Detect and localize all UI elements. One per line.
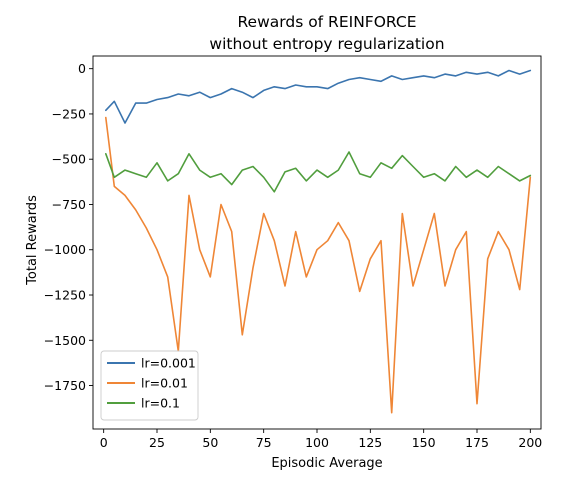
legend-label: lr=0.01 bbox=[141, 376, 188, 391]
series-line-3 bbox=[105, 151, 532, 193]
x-tick-label: 175 bbox=[465, 435, 489, 450]
y-tick-label: −1000 bbox=[44, 242, 86, 257]
x-tick-label: 25 bbox=[149, 435, 165, 450]
x-tick-label: 150 bbox=[412, 435, 436, 450]
x-tick-label: 75 bbox=[256, 435, 272, 450]
y-tick-label: −1500 bbox=[44, 333, 86, 348]
chart-title: Rewards of REINFORCE bbox=[237, 13, 416, 31]
x-tick-label: 0 bbox=[100, 435, 108, 450]
x-tick-label: 100 bbox=[305, 435, 329, 450]
y-tick-label: −750 bbox=[52, 197, 86, 212]
series-line-1 bbox=[105, 69, 532, 124]
plot-layer: 0 25 50 75 100 125 150 175 200 0 −250 −500 −750 −1000… bbox=[44, 55, 542, 450]
series-line-2 bbox=[105, 116, 532, 414]
y-tick-label: −1250 bbox=[44, 288, 86, 303]
x-tick-label: 200 bbox=[518, 435, 542, 450]
x-tick-label: 50 bbox=[202, 435, 218, 450]
x-axis-label: Episodic Average bbox=[271, 456, 382, 471]
legend-label: lr=0.1 bbox=[141, 396, 180, 411]
legend-label: lr=0.001 bbox=[141, 356, 196, 371]
chart-subtitle: without entropy regularization bbox=[209, 35, 444, 53]
x-tick-label: 125 bbox=[358, 435, 382, 450]
y-axis-label: Total Rewards bbox=[25, 195, 40, 286]
y-tick-label: 0 bbox=[78, 61, 86, 76]
y-tick-label: −1750 bbox=[44, 378, 86, 393]
y-tick-label: −500 bbox=[52, 152, 86, 167]
y-tick-label: −250 bbox=[52, 106, 86, 121]
